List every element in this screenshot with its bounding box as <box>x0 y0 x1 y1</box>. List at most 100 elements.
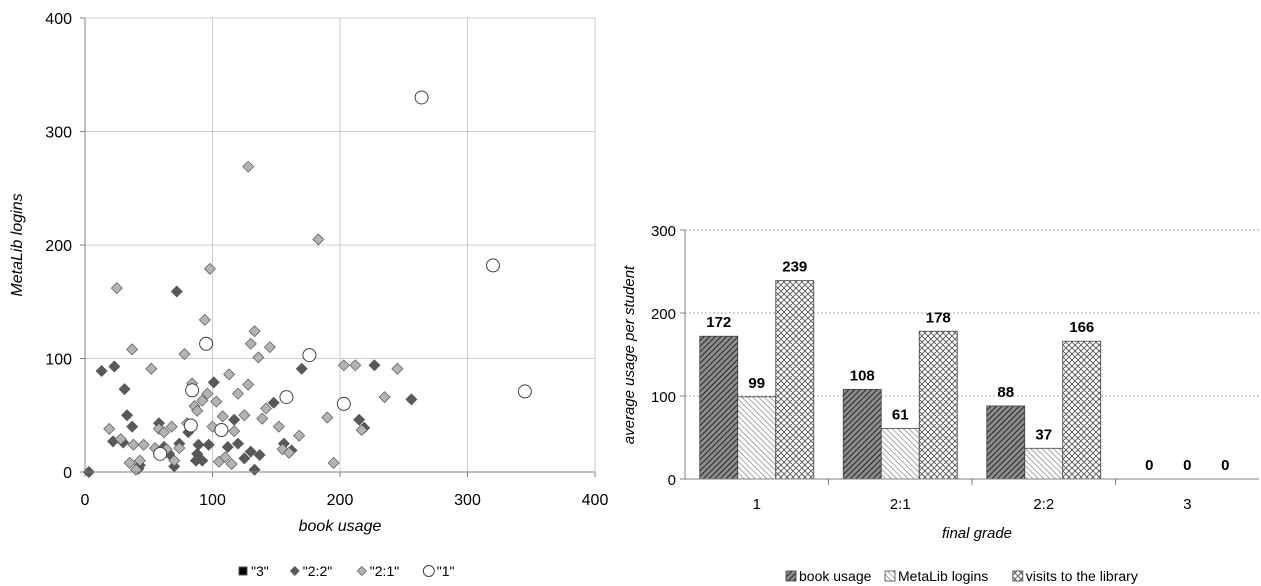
bar-data-label: 166 <box>1069 319 1094 336</box>
bar-legend-swatch <box>1013 571 1023 581</box>
bar-data-label: 178 <box>926 309 951 326</box>
scatter-point <box>222 442 233 453</box>
bar-legend-label: visits to the library <box>1026 568 1138 584</box>
bar <box>919 331 957 479</box>
bar-y-axis-label: average usage per student <box>621 265 638 444</box>
bar-y-ticks: 0 100 200 300 <box>651 223 685 489</box>
scatter-point <box>179 348 190 359</box>
scatter-x-tick-label: 0 <box>81 492 90 509</box>
scatter-point <box>208 377 219 388</box>
scatter-point <box>303 349 316 362</box>
bar <box>700 336 738 479</box>
bar-bars: 172992391086117888371660 0 0 <box>700 259 1230 479</box>
bar-y-tick-label: 100 <box>651 389 676 406</box>
scatter-x-tick-label: 300 <box>454 492 481 509</box>
scatter-point <box>224 369 235 380</box>
scatter-point <box>239 410 250 421</box>
scatter-y-axis-label: MetaLib logins <box>9 193 26 296</box>
scatter-point <box>122 410 133 421</box>
scatter-point <box>109 361 120 372</box>
scatter-point <box>487 259 500 272</box>
scatter-point <box>217 411 228 422</box>
scatter-point <box>96 365 107 376</box>
scatter-point <box>127 421 138 432</box>
scatter-point <box>328 457 339 468</box>
scatter-point <box>200 337 213 350</box>
scatter-legend: "3" "2:2" "2:1" "1" <box>239 563 455 579</box>
bar-data-label: 172 <box>706 314 731 331</box>
bar-x-tick-label: 2:1 <box>890 496 911 513</box>
scatter-x-tick-label: 400 <box>582 492 609 509</box>
scatter-point <box>233 438 244 449</box>
scatter-point <box>245 338 256 349</box>
bar-legend-label: book usage <box>799 568 872 584</box>
scatter-legend-marker <box>239 567 247 575</box>
bar-legend: book usage MetaLib logins visits to the li… <box>786 568 1138 584</box>
bar <box>1063 341 1101 479</box>
scatter-legend-marker <box>423 566 434 577</box>
bar-data-label: 0 <box>1183 457 1191 474</box>
scatter-point <box>128 439 139 450</box>
scatter-y-tick-label: 100 <box>45 352 72 369</box>
scatter-point <box>392 363 403 374</box>
bar-data-label: 88 <box>997 384 1014 401</box>
bar-x-tick-label: 1 <box>753 496 761 513</box>
scatter-legend-label: "2:1" <box>370 563 399 579</box>
scatter-point <box>322 412 333 423</box>
bar-y-tick-label: 0 <box>668 472 676 489</box>
bar <box>776 281 814 479</box>
bar-data-label: 0 <box>1221 457 1229 474</box>
scatter-points <box>83 91 531 478</box>
scatter-legend-label: "3" <box>251 563 269 579</box>
scatter-y-tick-label: 300 <box>45 125 72 142</box>
scatter-point <box>184 419 197 432</box>
scatter-legend-label: "2:2" <box>303 563 332 579</box>
bar-data-label: 61 <box>892 406 909 423</box>
bar-legend-swatch <box>885 571 895 581</box>
bar-gridlines <box>685 230 1259 396</box>
scatter-point <box>171 286 182 297</box>
scatter-y-ticks: 0 100 200 300 400 <box>45 11 85 482</box>
scatter-point <box>369 360 380 371</box>
bar <box>881 428 919 479</box>
scatter-point <box>229 426 240 437</box>
scatter-point <box>204 263 215 274</box>
bar-data-label: 239 <box>782 259 807 276</box>
bar <box>738 397 776 479</box>
scatter-point <box>273 421 284 432</box>
scatter-point <box>337 397 350 410</box>
scatter-x-ticks: 0 100 200 300 400 <box>81 472 609 509</box>
scatter-point <box>253 352 264 363</box>
scatter-chart: 0 100 200 300 400 0 100 200 300 400 book usage M… <box>0 0 610 586</box>
scatter-point <box>127 344 138 355</box>
scatter-x-tick-label: 100 <box>199 492 226 509</box>
scatter-point <box>229 414 240 425</box>
scatter-point <box>379 392 390 403</box>
scatter-point <box>215 424 228 437</box>
scatter-point <box>313 234 324 245</box>
bar-data-label: 99 <box>748 375 765 392</box>
scatter-point <box>257 413 268 424</box>
scatter-legend-marker <box>357 567 366 576</box>
bar <box>1025 448 1063 479</box>
bar-x-axis-label: final grade <box>942 525 1012 542</box>
scatter-y-tick-label: 0 <box>63 465 72 482</box>
scatter-point <box>186 384 199 397</box>
bar-x-tick-label: 2:2 <box>1033 496 1054 513</box>
scatter-point <box>193 439 204 450</box>
bar-y-tick-label: 200 <box>651 306 676 323</box>
scatter-point <box>296 363 307 374</box>
scatter-x-axis-label: book usage <box>299 518 382 535</box>
scatter-point <box>138 439 149 450</box>
bar-x-tick-label: 3 <box>1183 496 1191 513</box>
bar-data-label: 0 <box>1145 457 1153 474</box>
scatter-x-tick-label: 200 <box>327 492 354 509</box>
scatter-point <box>518 385 531 398</box>
scatter-point <box>146 363 157 374</box>
scatter-point <box>154 447 167 460</box>
bar-y-tick-label: 300 <box>651 223 676 240</box>
scatter-point <box>415 91 428 104</box>
scatter-legend-label: "1" <box>437 563 455 579</box>
bar-chart: 0 100 200 300 172 99 239 108 61 178 88 37 166 0 0 0 1 2… <box>610 0 1261 586</box>
scatter-legend-marker <box>290 567 299 576</box>
